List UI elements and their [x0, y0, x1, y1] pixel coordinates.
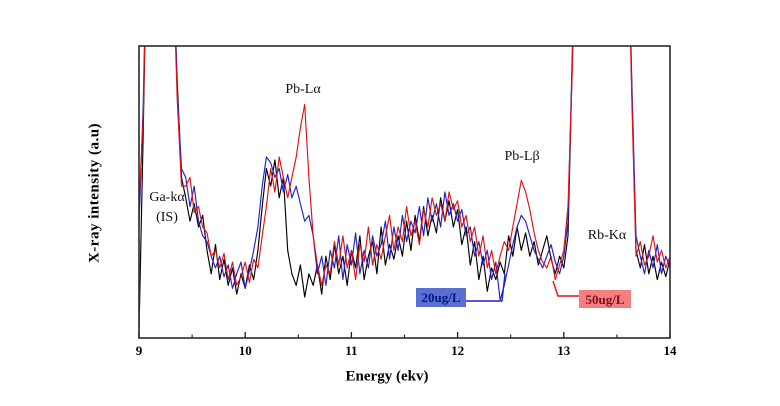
- x-axis-label: Energy (ekv): [345, 368, 429, 385]
- y-axis-label: X-ray intensity (a.u): [86, 122, 103, 264]
- annotation-ga-ka-is: Ga-kα (IS): [149, 188, 184, 228]
- annotation-rb-k-alpha: Rb-Kα: [587, 228, 627, 243]
- x-tick-label: 14: [663, 343, 677, 358]
- annotation-ga-ka-line2: (IS): [156, 210, 178, 225]
- x-tick-label: 12: [451, 343, 465, 358]
- x-tick-label: 13: [557, 343, 571, 358]
- annotation-ga-ka-line1: Ga-kα: [149, 190, 185, 205]
- x-tick-label: 10: [238, 343, 252, 358]
- annotation-pb-l-beta: Pb-Lβ: [504, 149, 540, 164]
- legend-label-50ugL: 50ug/L: [579, 290, 631, 308]
- legend-label-20ugL: 20ug/L: [416, 288, 466, 307]
- annotation-pb-l-alpha: Pb-Lα: [285, 82, 321, 97]
- x-tick-label: 11: [345, 343, 358, 358]
- x-tick-label: 9: [135, 343, 143, 358]
